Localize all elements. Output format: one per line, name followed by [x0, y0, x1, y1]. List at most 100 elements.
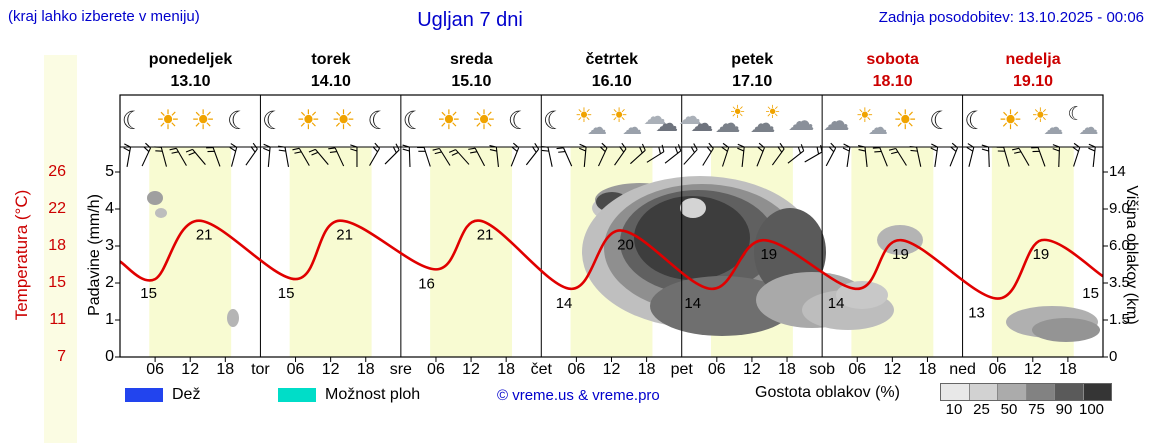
cloud-sun-icon: ☀ ☁ — [713, 104, 749, 138]
moon-glyph: ☾ — [367, 106, 390, 135]
moon-cloud-icon: ☾ ☁ — [1065, 104, 1101, 138]
cloud-glyph: ☁ — [622, 115, 643, 139]
temp-point-label: 19 — [892, 246, 909, 263]
sun-icon: ☀ — [994, 104, 1030, 138]
moon-glyph: ☾ — [226, 106, 250, 135]
page-title: Ugljan 7 dni — [417, 9, 523, 31]
x-axis-hour-label: 12 — [602, 361, 621, 378]
cloud-blob — [227, 309, 239, 327]
moon-icon: ☾ — [924, 104, 960, 138]
cloud-tick-value: 14 — [1109, 163, 1126, 180]
cloud-glyph: ☁ — [587, 115, 608, 139]
wind-barb — [825, 142, 837, 167]
cloud-blob — [680, 198, 706, 218]
temp-point-label: 21 — [336, 227, 353, 244]
wind-barb — [1031, 147, 1046, 167]
wind-barb — [350, 144, 358, 167]
rain-legend-swatch — [125, 388, 163, 402]
temp-point-label: 21 — [477, 227, 494, 244]
wind-barb — [804, 145, 823, 163]
wind-barb — [448, 149, 470, 165]
sun-glyph: ☀ — [436, 105, 461, 136]
day-band — [430, 147, 513, 357]
wind-barb — [737, 143, 745, 168]
cloud-icon: ☁ — [819, 104, 855, 138]
moon-icon: ☾ — [222, 104, 258, 138]
moon-glyph: ☾ — [1067, 103, 1085, 125]
temp-point-label: 20 — [617, 236, 634, 253]
wind-barb — [614, 142, 627, 166]
wind-barb — [123, 143, 132, 167]
x-axis-hour-label: 06 — [427, 361, 445, 378]
x-axis-hour-label: 18 — [918, 361, 937, 378]
sun-icon: ☀ — [152, 104, 188, 138]
wind-barb — [369, 142, 381, 166]
wind-barb — [787, 144, 805, 164]
cloud-blob — [650, 276, 794, 336]
moon-icon: ☾ — [257, 104, 293, 138]
sun-glyph: ☀ — [892, 105, 918, 136]
moon-glyph: ☾ — [262, 106, 285, 135]
x-axis-hour-label: 12 — [321, 361, 340, 378]
wind-barb — [683, 143, 698, 165]
wind-barb — [756, 142, 765, 167]
wind-barb — [384, 143, 400, 165]
wind-barb — [1072, 142, 1081, 167]
temp-point-label: 21 — [196, 227, 213, 244]
temp-point-label: 14 — [684, 295, 701, 312]
sun-glyph: ☀ — [998, 105, 1023, 136]
x-axis-hour-label: 06 — [848, 361, 867, 378]
wind-barb — [206, 147, 221, 167]
day-date: 14.10 — [310, 73, 351, 90]
precip-tick-value: 3 — [105, 237, 114, 254]
x-axis-hour-label: 18 — [497, 361, 516, 378]
copyright-link[interactable]: © vreme.us & vreme.pro — [497, 387, 660, 404]
clouds-icon: ☁ ☁ — [643, 104, 679, 138]
moon-glyph: ☾ — [542, 106, 566, 135]
x-axis-hour-label: 12 — [462, 361, 480, 378]
cloud-glyph: ☁ — [787, 106, 815, 137]
precip-tick-value: 4 — [105, 200, 114, 217]
temp-tick-value: 26 — [48, 163, 66, 180]
day-band — [149, 147, 232, 357]
wind-barb — [169, 147, 187, 166]
density-scale-swatch — [998, 384, 1027, 400]
x-axis-day-label: čet — [530, 361, 552, 378]
wind-barb — [1088, 143, 1096, 168]
day-date: 17.10 — [732, 73, 773, 90]
wind-barb — [930, 143, 939, 167]
moon-glyph: ☾ — [929, 106, 952, 135]
day-name: nedelja — [1005, 51, 1061, 68]
temp-point-label: 14 — [556, 295, 573, 312]
day-name: sreda — [449, 51, 493, 68]
wind-barb — [432, 147, 451, 166]
x-axis-hour-label: 18 — [216, 361, 235, 378]
precip-tick-value: 1 — [105, 311, 114, 328]
cloud-density-scale — [940, 383, 1112, 401]
wind-barb — [1052, 144, 1061, 168]
temp-point-label: 16 — [418, 275, 435, 292]
cloud-glyph: ☁ — [1043, 115, 1064, 139]
sun-icon: ☀ — [889, 104, 925, 138]
sun-icon: ☀ — [433, 104, 469, 138]
sun-cloud-icon: ☀ ☁ — [608, 104, 644, 138]
day-date: 18.10 — [872, 73, 913, 90]
cloud-tick-value: 6.0 — [1109, 237, 1130, 254]
wind-barb — [263, 143, 271, 168]
day-date: 16.10 — [591, 73, 632, 90]
density-scale-swatch — [1055, 384, 1084, 400]
day-date: 19.10 — [1013, 73, 1054, 90]
moon-glyph: ☾ — [402, 106, 425, 135]
clouds-icon: ☁ ☁ — [678, 104, 714, 138]
cloud-blob — [634, 196, 750, 280]
cloud-tick-value: 1.5 — [1109, 311, 1130, 328]
wind-barb — [229, 143, 238, 167]
moon-icon: ☾ — [503, 104, 539, 138]
sun-cloud-icon: ☀ ☁ — [1029, 104, 1065, 138]
sun-icon: ☀ — [327, 104, 363, 138]
cloud-blob — [147, 191, 163, 205]
wind-barb — [664, 144, 682, 164]
sun-glyph: ☀ — [331, 105, 356, 136]
x-axis-day-label: sob — [809, 361, 836, 378]
density-scale-swatch — [969, 384, 998, 400]
